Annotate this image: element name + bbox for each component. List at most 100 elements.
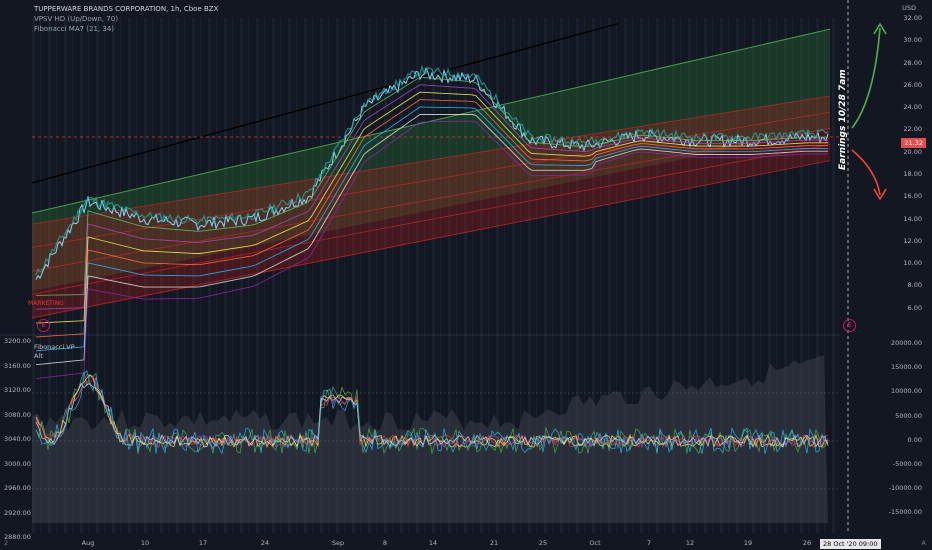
bg-stripe	[656, 18, 659, 533]
lower-left-tick-label: 3160.00	[4, 361, 31, 370]
bg-stripe	[744, 18, 745, 533]
bg-stripe	[264, 18, 265, 533]
lower-right-tick-label: -5000.00	[892, 460, 922, 468]
bg-stripe	[320, 18, 323, 533]
price-tick-label: 30.00	[903, 36, 922, 45]
bg-stripe	[736, 18, 739, 533]
bg-stripe	[136, 18, 137, 533]
moving-average-line	[35, 91, 828, 324]
bg-stripe	[296, 18, 297, 533]
bg-stripe	[760, 18, 761, 533]
arrow-down-curve	[851, 149, 881, 196]
bg-stripe	[536, 18, 537, 533]
oscillator-line	[35, 383, 829, 448]
bg-stripe	[104, 18, 105, 533]
bg-stripe	[752, 18, 755, 533]
bg-stripe	[624, 18, 627, 533]
bg-stripe	[632, 18, 633, 533]
bg-stripe	[88, 18, 89, 533]
bg-stripe	[496, 18, 499, 533]
symbol-title[interactable]: TUPPERWARE BRANDS CORPORATION, 1h, Cboe …	[34, 5, 219, 13]
price-tick-label: 12.00	[903, 236, 922, 245]
time-tick-label: Aug	[81, 539, 95, 547]
crosshair-date-tag: 28 Oct '20 09:00	[820, 539, 881, 549]
lower-right-tick-label: 5000.00	[895, 411, 922, 420]
bg-stripe	[384, 18, 387, 533]
bg-stripe	[376, 18, 377, 533]
bg-stripe	[224, 18, 227, 533]
bg-stripe	[688, 18, 691, 533]
bg-stripe	[440, 18, 441, 533]
lower-right-tick-label: 15000.00	[890, 363, 922, 372]
oscillator-line	[35, 369, 829, 455]
bg-stripe	[528, 18, 531, 533]
bg-stripe	[40, 18, 41, 533]
bg-stripe	[432, 18, 435, 533]
lower-pane-label-1[interactable]: Fibonacci VP	[34, 343, 75, 351]
earnings-event-marker-right[interactable]: E	[843, 319, 856, 332]
lower-left-tick-label: 3000.00	[4, 459, 31, 468]
bg-stripe	[56, 18, 57, 533]
bg-stripe	[520, 18, 521, 533]
lower-left-tick-label: 2920.00	[4, 508, 31, 517]
bg-stripe	[824, 18, 825, 533]
time-tick-label: 24	[260, 539, 270, 547]
lower-pane-label-2[interactable]: Alt	[34, 352, 43, 360]
bg-stripe	[272, 18, 275, 533]
red-channel-line	[31, 160, 831, 319]
settings-corner-left[interactable]: 2	[4, 539, 9, 547]
bg-stripe	[784, 18, 787, 533]
bg-stripe	[560, 18, 563, 533]
lower-left-tick-label: 3040.00	[4, 435, 31, 443]
price-tick-label: 18.00	[903, 170, 922, 178]
bg-stripe	[208, 18, 211, 533]
bg-stripe	[328, 18, 329, 533]
red-marker-label: MARKETING	[28, 300, 64, 307]
bg-stripe	[232, 18, 233, 533]
bg-stripe	[576, 18, 579, 533]
moving-average-line	[35, 84, 828, 310]
arrow-up-curve	[851, 27, 881, 129]
trendline	[31, 22, 619, 184]
bg-stripe	[640, 18, 643, 533]
lower-right-tick-label: 0.00	[907, 435, 922, 444]
bg-stripe	[712, 18, 713, 533]
bg-stripe	[544, 18, 547, 533]
time-tick-label: 14	[428, 539, 438, 547]
bg-stripe	[96, 18, 99, 533]
time-tick-label: 26	[802, 539, 812, 547]
price-series	[35, 66, 829, 280]
price-tick-label: 16.00	[903, 192, 922, 201]
last-price-tag: 21.32	[901, 138, 926, 148]
bg-stripe	[504, 18, 505, 533]
moving-average-line	[35, 76, 828, 296]
bg-stripe	[336, 18, 339, 533]
indicator-vpsv-label[interactable]: VPSV HD (Up/Down, 70)	[34, 15, 118, 23]
bg-stripe	[672, 18, 675, 533]
bg-stripe	[312, 18, 313, 533]
indicator-fib-ma-label[interactable]: Fibonacci MA7 (21, 34)	[34, 25, 115, 33]
earnings-event-marker-left[interactable]: E	[37, 319, 50, 332]
bg-stripe	[568, 18, 569, 533]
bg-stripe	[424, 18, 425, 533]
price-tick-label: 22.00	[903, 125, 922, 134]
lower-right-tick-label: -10000.00	[888, 484, 922, 493]
lower-left-tick-label: 3080.00	[4, 410, 31, 419]
bg-stripe	[720, 18, 723, 533]
moving-average-line	[35, 114, 828, 366]
bg-stripe	[392, 18, 393, 533]
time-tick-label: 19	[743, 539, 753, 547]
bg-stripe	[128, 18, 131, 533]
time-tick-label: Oct	[589, 539, 601, 547]
earnings-annotation: Earnings 10/28 7am	[838, 69, 848, 170]
bg-stripe	[704, 18, 707, 533]
price-tick-label: 6.00	[907, 303, 922, 312]
bg-stripe	[240, 18, 243, 533]
bg-stripe	[216, 18, 217, 533]
lower-left-tick-label: 2960.00	[4, 484, 31, 492]
auto-scale-button[interactable]: A	[921, 539, 926, 547]
bg-stripe	[592, 18, 595, 533]
bg-stripe	[808, 18, 809, 533]
